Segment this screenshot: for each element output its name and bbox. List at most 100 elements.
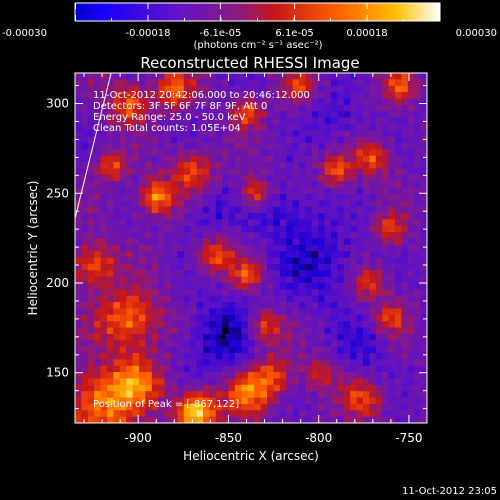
- heatmap-cell: [356, 257, 364, 265]
- heatmap-cell: [119, 200, 127, 208]
- heatmap-cell: [113, 257, 121, 265]
- heatmap-cell: [171, 410, 178, 418]
- heatmap-cell: [222, 289, 229, 297]
- heatmap-cell: [126, 391, 133, 398]
- heatmap-cell: [382, 359, 389, 367]
- heatmap-cell: [171, 85, 178, 93]
- heatmap-cell: [343, 333, 351, 341]
- heatmap-cell: [75, 302, 82, 309]
- heatmap-cell: [420, 270, 427, 278]
- heatmap-cell: [331, 403, 338, 411]
- heatmap-cell: [209, 162, 217, 169]
- heatmap-cell: [382, 238, 389, 246]
- heatmap-cell: [190, 384, 197, 392]
- heatmap-cell: [177, 410, 185, 418]
- heatmap-cell: [286, 104, 293, 112]
- heatmap-cell: [375, 308, 383, 316]
- heatmap-cell: [388, 219, 396, 227]
- heatmap-cell: [311, 174, 319, 182]
- heatmap-cell: [87, 213, 95, 220]
- heatmap-cell: [382, 283, 389, 290]
- heatmap-cell: [401, 174, 409, 182]
- heatmap-cell: [420, 416, 427, 423]
- heatmap-cell: [337, 123, 345, 131]
- heatmap-cell: [241, 391, 249, 398]
- heatmap-cell: [420, 378, 427, 386]
- heatmap-cell: [209, 302, 217, 309]
- heatmap-cell: [100, 104, 108, 112]
- heatmap-cell: [395, 289, 402, 297]
- heatmap-cell: [241, 384, 249, 392]
- heatmap-cell: [401, 263, 409, 271]
- heatmap-cell: [241, 359, 249, 367]
- heatmap-cell: [100, 270, 108, 278]
- heatmap-cell: [420, 410, 427, 418]
- heatmap-cell: [151, 346, 159, 354]
- heatmap-cell: [382, 295, 389, 303]
- heatmap-cell: [171, 168, 178, 176]
- heatmap-cell: [324, 391, 332, 398]
- heatmap-cell: [171, 136, 178, 144]
- heatmap-cell: [126, 238, 133, 246]
- heatmap-cell: [324, 372, 332, 379]
- heatmap-cell: [222, 162, 229, 169]
- heatmap-cell: [299, 289, 306, 297]
- heatmap-cell: [331, 130, 338, 138]
- heatmap-cell: [267, 238, 274, 246]
- heatmap-cell: [209, 219, 217, 227]
- heatmap-cell: [87, 225, 95, 233]
- heatmap-cell: [228, 283, 236, 290]
- heatmap-cell: [158, 251, 165, 258]
- heatmap-cell: [81, 111, 89, 118]
- heatmap-cell: [203, 283, 210, 290]
- heatmap-cell: [267, 162, 274, 169]
- heatmap-cell: [119, 85, 127, 93]
- heatmap-cell: [299, 130, 306, 138]
- x-tick-label: -750: [395, 431, 422, 445]
- heatmap-cell: [286, 257, 293, 265]
- heatmap-cell: [113, 403, 121, 411]
- heatmap-cell: [247, 295, 255, 303]
- heatmap-cell: [363, 378, 370, 386]
- heatmap-cell: [292, 206, 300, 214]
- heatmap-cell: [183, 340, 191, 348]
- heatmap-cell: [113, 391, 121, 398]
- heatmap-cell: [260, 384, 268, 392]
- heatmap-cell: [119, 92, 127, 99]
- heatmap-cell: [286, 346, 293, 354]
- heatmap-cell: [375, 251, 383, 258]
- heatmap-cell: [241, 403, 249, 411]
- heatmap-cell: [324, 219, 332, 227]
- heatmap-cell: [132, 257, 140, 265]
- heatmap-cell: [215, 92, 223, 99]
- heatmap-cell: [254, 73, 261, 80]
- heatmap-cell: [420, 372, 427, 379]
- colorbar-ticks: -0.00030 -0.00018 -6.1e-05 6.1e-05 0.00018 0.…: [2, 3, 497, 39]
- heatmap-cell: [196, 403, 204, 411]
- heatmap-cell: [382, 365, 389, 373]
- heatmap-cell: [196, 378, 204, 386]
- heatmap-cell: [299, 104, 306, 112]
- chart-title: Reconstructed RHESSI Image: [140, 54, 359, 72]
- heatmap-cell: [215, 136, 223, 144]
- heatmap-cell: [369, 225, 377, 233]
- heatmap-cell: [145, 238, 153, 246]
- heatmap-cell: [299, 314, 306, 322]
- heatmap-cell: [183, 206, 191, 214]
- heatmap-cell: [235, 187, 242, 195]
- heatmap-cell: [119, 270, 127, 278]
- heatmap-cell: [107, 149, 114, 157]
- heatmap-cell: [318, 251, 325, 258]
- heatmap-cell: [119, 244, 127, 252]
- heatmap-cell: [177, 384, 185, 392]
- heatmap-cell: [382, 289, 389, 297]
- heatmap-cell: [164, 397, 172, 405]
- heatmap-cell: [215, 295, 223, 303]
- heatmap-cell: [286, 225, 293, 233]
- heatmap-cell: [107, 308, 114, 316]
- heatmap-cell: [235, 111, 242, 118]
- heatmap-cell: [388, 333, 396, 341]
- heatmap-cell: [203, 232, 210, 239]
- heatmap-cell: [395, 308, 402, 316]
- heatmap-cell: [183, 372, 191, 379]
